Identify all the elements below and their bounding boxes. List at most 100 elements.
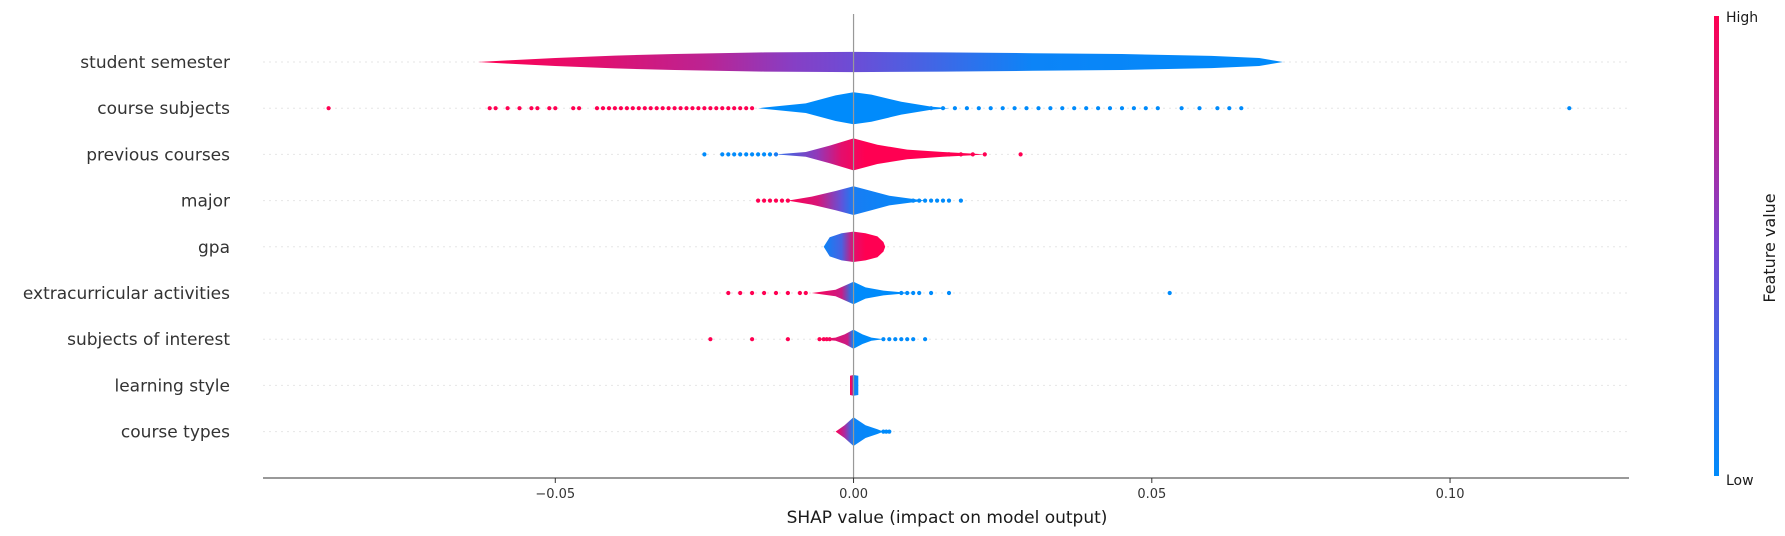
feature-row: extracurricular activities [23, 281, 1629, 305]
data-point [600, 106, 606, 111]
data-point [946, 290, 952, 296]
data-point [785, 290, 791, 296]
feature-row: subjects of interest [67, 329, 1629, 350]
data-point [750, 290, 755, 296]
colorbar-low-label: Low [1726, 473, 1754, 489]
data-point [636, 106, 641, 111]
data-point [1227, 106, 1232, 111]
data-point [982, 152, 987, 157]
violin-shape [835, 417, 884, 446]
data-point [893, 337, 898, 342]
violin-shape [850, 375, 859, 396]
data-point [624, 106, 630, 111]
feature-row: course subjects [97, 92, 1629, 125]
data-point [618, 106, 624, 111]
colorbar: High Low Feature value [1714, 10, 1779, 489]
data-point [1060, 106, 1065, 111]
data-point [917, 290, 922, 296]
data-point [594, 106, 600, 111]
data-point [1567, 106, 1572, 111]
x-ticks: −0.05 0.00 0.05 0.10 [535, 478, 1465, 502]
data-point [767, 152, 773, 157]
data-point [577, 106, 582, 111]
data-point [958, 198, 964, 203]
data-point [946, 198, 952, 203]
data-point [666, 106, 671, 111]
data-point [773, 198, 779, 203]
feature-label: major [181, 192, 230, 212]
violin-shape [787, 186, 926, 215]
feature-row: gpa [198, 231, 1629, 262]
data-point [648, 106, 653, 111]
data-point [976, 106, 981, 111]
data-point [803, 290, 808, 296]
data-point [738, 106, 743, 111]
data-point [964, 106, 970, 111]
x-tick-label: 0.10 [1436, 487, 1465, 502]
data-point [940, 198, 946, 203]
data-point [797, 290, 803, 296]
data-point [911, 290, 916, 296]
x-tick-label: −0.05 [535, 487, 575, 502]
x-axis-title: SHAP value (impact on model output) [787, 508, 1108, 528]
colorbar-gradient [1714, 16, 1719, 476]
data-point [756, 198, 761, 203]
data-point [547, 106, 552, 111]
data-point [1036, 106, 1041, 111]
data-point [642, 106, 647, 111]
data-point [750, 337, 755, 342]
data-point [923, 337, 928, 342]
colorbar-high-label: High [1726, 10, 1758, 26]
data-point [887, 429, 892, 434]
data-point [1000, 106, 1005, 111]
data-point [678, 106, 683, 111]
data-point [1107, 106, 1113, 111]
data-point [762, 198, 767, 203]
data-point [726, 152, 731, 157]
data-point [1143, 106, 1148, 111]
data-point [732, 152, 737, 157]
data-point [1084, 106, 1089, 111]
data-point [708, 337, 713, 342]
data-point [1215, 106, 1220, 111]
data-point [720, 106, 725, 111]
feature-label: learning style [114, 376, 230, 396]
data-point [702, 106, 707, 111]
data-point [1096, 106, 1101, 111]
data-point [702, 152, 707, 157]
data-point [911, 337, 916, 342]
data-point [553, 106, 558, 111]
data-point [654, 106, 659, 111]
violin-shape [776, 138, 985, 171]
data-point [1024, 106, 1029, 111]
data-point [326, 106, 331, 111]
x-axis: −0.05 0.00 0.05 0.10 SHAP value (impact on … [263, 477, 1629, 528]
data-point [720, 152, 725, 157]
data-point [1179, 106, 1184, 111]
violin-shape [811, 281, 914, 305]
data-point [750, 106, 755, 111]
data-point [750, 152, 755, 157]
data-point [726, 106, 731, 111]
data-point [696, 106, 701, 111]
violin-shape [477, 51, 1283, 73]
data-point [767, 198, 773, 203]
data-point [884, 429, 889, 434]
data-point [1167, 290, 1172, 296]
data-point [744, 106, 749, 111]
data-point [1131, 106, 1136, 111]
data-point [1012, 106, 1017, 111]
data-point [684, 106, 689, 111]
feature-row: course types [121, 417, 1629, 446]
data-point [1239, 106, 1244, 111]
data-point [762, 290, 767, 296]
feature-label: extracurricular activities [23, 284, 230, 304]
x-tick-label: 0.05 [1137, 487, 1166, 502]
feature-label: course subjects [97, 99, 230, 119]
data-point [899, 337, 904, 342]
data-point [1197, 106, 1202, 111]
data-point [714, 106, 719, 111]
feature-label: subjects of interest [67, 330, 230, 350]
violin-shape [817, 329, 884, 349]
